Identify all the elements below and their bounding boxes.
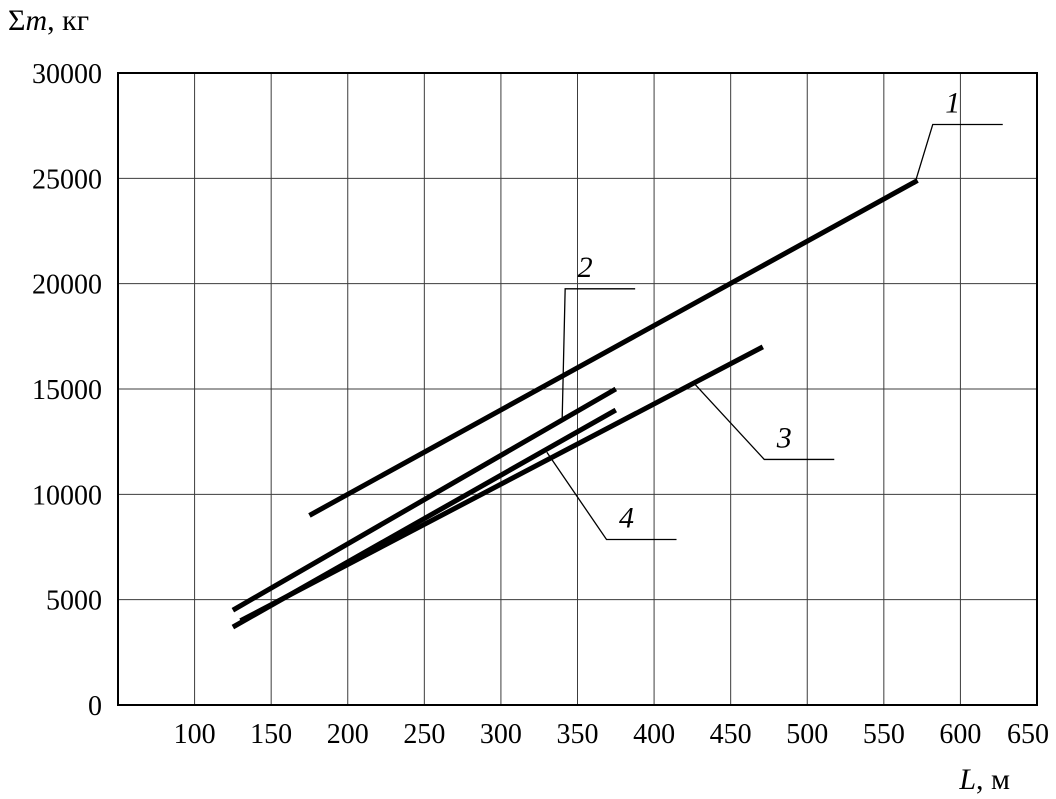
x-axis-title-suffix: , м [976, 763, 1010, 796]
plot-frame [117, 72, 1038, 706]
x-tick-label: 200 [327, 719, 369, 750]
callout-leader-2 [561, 288, 636, 419]
y-axis-title-prefix: Σ [8, 4, 26, 37]
x-axis-title-symbol: L [959, 763, 977, 796]
y-tick-label: 15000 [32, 375, 102, 406]
x-tick-label: 450 [710, 719, 752, 750]
y-axis-title: Σm, кг [8, 4, 89, 38]
y-tick-label: 20000 [32, 270, 102, 301]
callout-label-4: 4 [619, 502, 634, 535]
x-tick-label: 400 [633, 719, 675, 750]
x-tick-label: 600 [939, 719, 981, 750]
y-tick-label: 0 [88, 691, 102, 722]
x-tick-label: 550 [863, 719, 905, 750]
x-axis-title: L, м [959, 763, 1010, 797]
callout-leader-3 [694, 384, 835, 461]
x-tick-label: 250 [403, 719, 445, 750]
x-tick-label: 100 [174, 719, 216, 750]
series-line-1 [308, 178, 919, 518]
x-tick-label: 500 [786, 719, 828, 750]
y-axis-title-symbol: m [25, 4, 48, 37]
callout-leader-1 [913, 123, 1003, 185]
x-tick-label: 650 [1007, 719, 1049, 750]
y-tick-label: 10000 [32, 480, 102, 511]
callout-label-1: 1 [945, 86, 960, 119]
series-line-4 [231, 407, 618, 630]
y-axis-title-suffix: , кг [47, 4, 90, 37]
y-tick-label: 25000 [32, 164, 102, 195]
y-tick-label: 30000 [32, 59, 102, 90]
callout-label-2: 2 [578, 251, 593, 284]
series-line-2 [231, 386, 618, 613]
x-tick-label: 350 [557, 719, 599, 750]
x-tick-label: 150 [250, 719, 292, 750]
callout-label-3: 3 [776, 421, 792, 454]
x-tick-label: 300 [480, 719, 522, 750]
y-tick-label: 5000 [46, 586, 102, 617]
callout-leader-4 [546, 451, 677, 541]
